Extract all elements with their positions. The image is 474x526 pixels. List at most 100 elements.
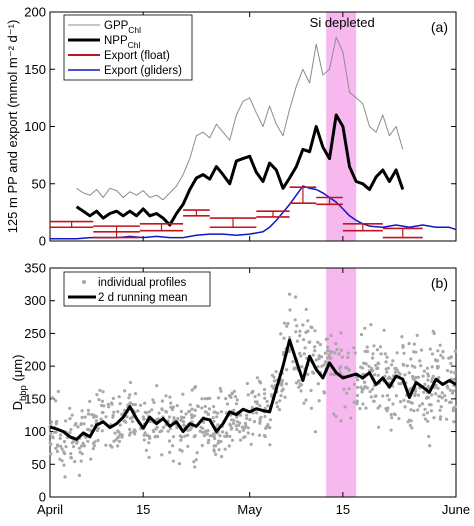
profile-point <box>332 412 336 416</box>
profile-point <box>279 394 283 398</box>
profile-point <box>151 398 155 402</box>
profile-point <box>49 420 54 424</box>
legend-label-float: Export (float) <box>104 50 170 62</box>
profile-point <box>335 347 339 352</box>
profile-point <box>155 425 159 429</box>
profile-point <box>48 441 52 445</box>
profile-point <box>87 428 91 432</box>
profile-point <box>301 323 305 327</box>
profile-point <box>272 379 277 383</box>
profile-point <box>208 396 212 400</box>
y-tick-label: 250 <box>24 326 46 341</box>
profile-point <box>218 434 222 438</box>
profile-point <box>188 403 192 407</box>
profile-point <box>412 342 416 346</box>
profile-point <box>434 392 438 396</box>
profile-point <box>192 414 197 418</box>
profile-point <box>339 419 343 423</box>
profile-point <box>54 422 58 426</box>
profile-point <box>400 335 404 339</box>
profile-point <box>389 412 393 417</box>
profile-point <box>397 382 401 386</box>
profile-point <box>59 444 63 448</box>
profile-point <box>179 418 183 422</box>
profile-point <box>100 429 104 433</box>
profile-point <box>383 374 387 378</box>
profile-point <box>436 386 440 390</box>
profile-point <box>175 425 179 430</box>
profile-point <box>436 349 440 353</box>
profile-point <box>224 431 229 435</box>
y-tick-label: 150 <box>24 62 46 77</box>
profile-point <box>438 394 442 398</box>
profile-point <box>448 388 452 392</box>
profile-point <box>259 415 263 419</box>
profile-point <box>98 388 102 392</box>
profile-point <box>230 438 235 442</box>
profile-point <box>418 359 422 363</box>
profile-point <box>249 442 253 446</box>
profile-point <box>263 396 267 400</box>
profile-point <box>395 351 399 355</box>
profile-point <box>189 413 194 417</box>
profile-point <box>300 365 304 369</box>
profile-point <box>234 424 238 428</box>
profile-point <box>68 431 72 435</box>
profile-point <box>196 404 200 408</box>
profile-point <box>152 400 156 405</box>
profile-point <box>227 444 231 448</box>
panel-label: (b) <box>431 275 448 291</box>
profile-point <box>349 416 353 420</box>
y-tick-label: 100 <box>24 424 46 439</box>
legend-label-gliders: Export (gliders) <box>104 65 182 77</box>
legend-label-text: Export (gliders) <box>104 65 182 77</box>
profile-point <box>334 342 338 346</box>
profile-point <box>110 402 114 406</box>
profile-point <box>445 384 449 388</box>
profile-point <box>58 436 62 440</box>
profile-point <box>313 430 317 434</box>
profile-point <box>416 375 420 379</box>
profile-point <box>393 370 397 374</box>
profile-point <box>310 326 314 330</box>
y-tick-label: 200 <box>24 5 46 20</box>
profile-point <box>438 343 442 347</box>
profile-point <box>340 355 345 359</box>
profile-point <box>332 373 336 377</box>
profile-point <box>306 372 310 376</box>
profile-point <box>374 394 378 398</box>
profile-point <box>263 406 267 410</box>
profile-point <box>51 396 55 400</box>
y-axis-label: 125 m PP and export (mmol m⁻² d⁻¹) <box>5 20 20 234</box>
profile-point <box>176 417 180 421</box>
profile-point <box>409 408 413 412</box>
profile-point <box>82 422 86 426</box>
profile-point <box>399 400 403 404</box>
profile-point <box>186 444 190 448</box>
profile-point <box>426 419 430 423</box>
profile-point <box>281 387 285 391</box>
profile-point <box>169 401 173 405</box>
profile-point <box>306 319 310 323</box>
profile-point <box>212 434 216 438</box>
profile-point <box>288 292 292 296</box>
profile-point <box>190 407 194 411</box>
profile-point <box>184 412 188 416</box>
profile-point <box>431 374 435 378</box>
profile-point <box>317 356 321 361</box>
profile-point <box>160 399 164 403</box>
profile-point <box>316 340 320 344</box>
profile-point <box>299 389 303 393</box>
y-tick-label: 200 <box>24 359 46 374</box>
profile-point <box>125 415 129 419</box>
profile-point <box>49 431 53 436</box>
profile-point <box>118 439 122 444</box>
profile-point <box>168 427 172 431</box>
profile-point <box>433 358 438 362</box>
profile-point <box>190 416 194 420</box>
profile-point <box>164 409 168 414</box>
profile-point <box>100 403 104 408</box>
profile-point <box>91 447 95 451</box>
profile-point <box>155 384 159 388</box>
